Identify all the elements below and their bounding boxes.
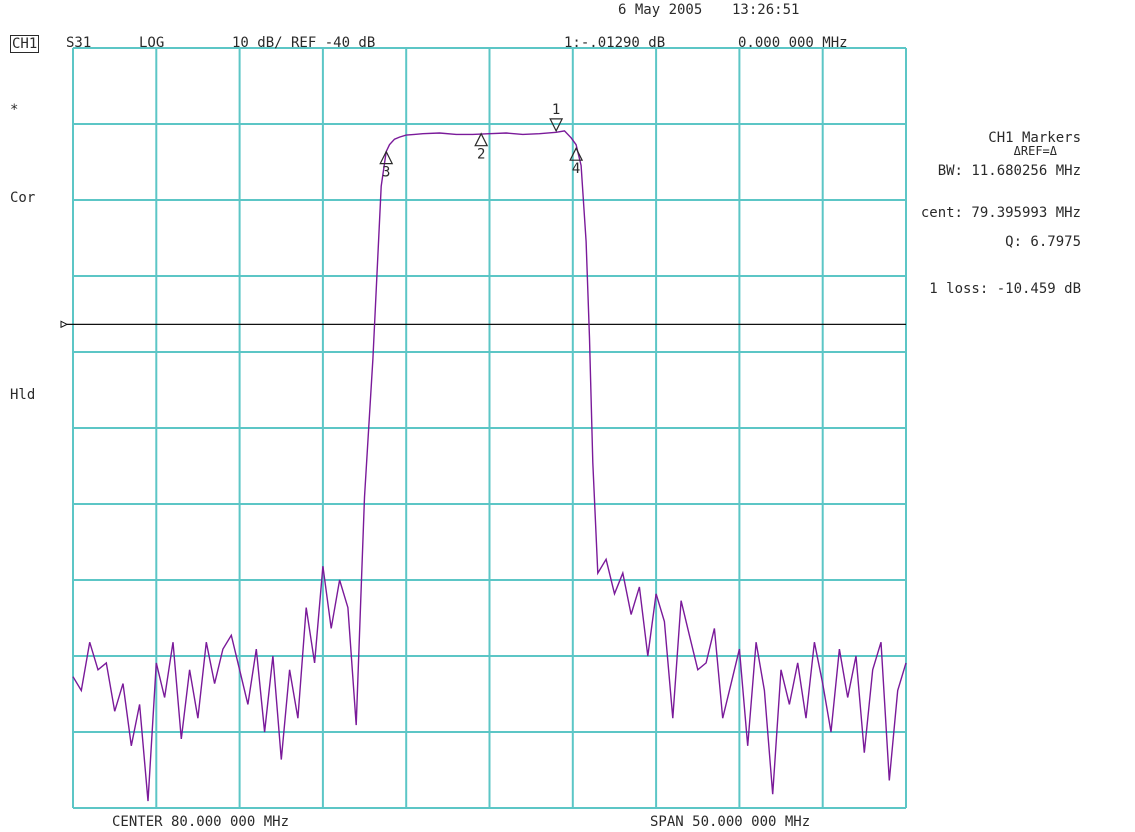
scale-label: 10 dB/ REF -40 dB [232,35,376,51]
markers-panel-subtitle: ΔREF=Δ [1013,144,1057,158]
marker-2-triangle [474,132,489,147]
bandwidth-readout: BW: 11.680256 MHz [937,163,1081,179]
channel-label: CH1 [10,35,40,53]
marker-1-triangle [549,118,564,133]
marker-4-triangle [569,146,584,161]
center-frequency-readout: cent: 79.395993 MHz [920,205,1081,221]
marker-3-label: 3 [382,165,390,181]
trace-line [72,130,907,802]
marker-1-label: 1 [552,102,560,118]
marker-readout: 1:-.01290 dB [564,35,666,51]
parameter-label: S31 [66,35,92,51]
center-frequency-label: CENTER 80.000 000 MHz [112,814,290,830]
markers-panel-title: CH1 Markers [988,130,1081,146]
hold-indicator: Hld [10,387,36,403]
span-label: SPAN 50.000 000 MHz [650,814,811,830]
date-label: 6 May 2005 [618,2,703,18]
correction-indicator: Cor [10,190,36,206]
format-label: LOG [139,35,165,51]
reference-level-pointer [60,320,69,329]
marker-2-label: 2 [477,147,485,163]
time-label: 13:26:51 [732,2,800,18]
insertion-loss-readout: 1 loss: -10.459 dB [929,281,1081,297]
q-factor-readout: Q: 6.7975 [1005,234,1081,250]
star-indicator: * [10,102,19,118]
marker-3-triangle [379,150,394,165]
marker-frequency: 0.000 000 MHz [738,35,848,51]
marker-4-label: 4 [572,161,580,177]
